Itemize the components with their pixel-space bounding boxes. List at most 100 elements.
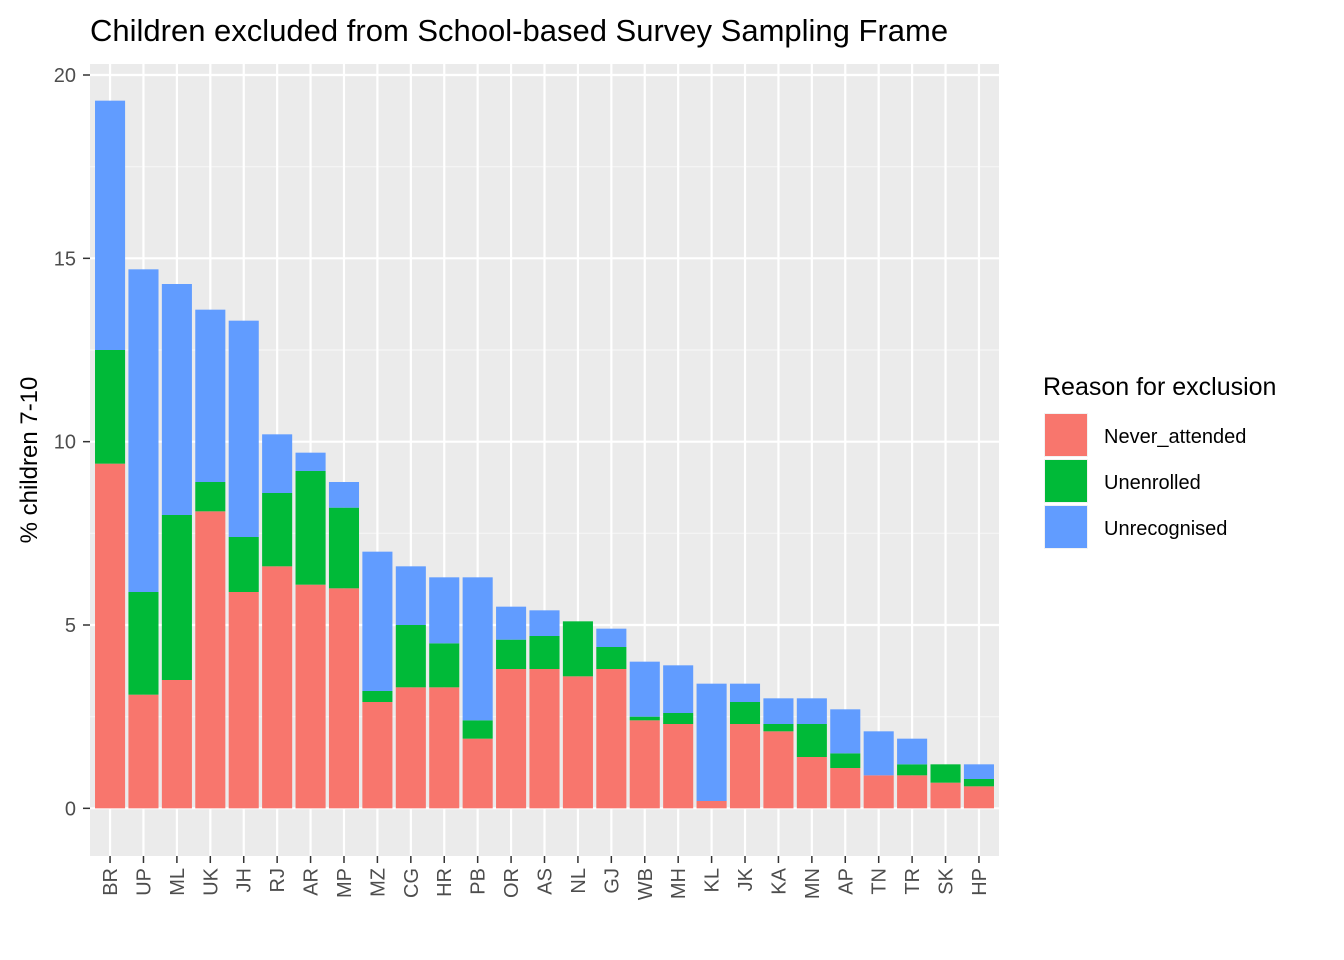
bar-UK-unenrolled bbox=[195, 482, 226, 512]
x-tick-label: UP bbox=[133, 868, 155, 896]
bar-KA-unrecognised bbox=[763, 698, 794, 724]
legend-label: Unenrolled bbox=[1104, 472, 1201, 494]
bar-CG-never-attended bbox=[395, 687, 426, 809]
x-tick-label: JH bbox=[234, 868, 256, 892]
bar-KA-unenrolled bbox=[763, 724, 794, 732]
bar-MP-never-attended bbox=[328, 588, 360, 809]
bar-MZ-unrecognised bbox=[362, 551, 393, 691]
bar-HR-unrecognised bbox=[429, 577, 460, 644]
x-tick-label: ML bbox=[167, 868, 189, 896]
bar-MP-unenrolled bbox=[328, 507, 360, 589]
x-tick-label: GJ bbox=[601, 868, 623, 894]
y-tick-label: 10 bbox=[54, 432, 76, 454]
y-tick-label: 5 bbox=[65, 615, 76, 637]
x-tick-label: MP bbox=[334, 868, 356, 898]
chart-title: Children excluded from School-based Surv… bbox=[90, 13, 948, 48]
bar-GJ-unenrolled bbox=[596, 647, 627, 669]
x-tick-label: AS bbox=[535, 868, 557, 895]
bar-AR-unenrolled bbox=[295, 471, 326, 585]
bar-HP-unenrolled bbox=[963, 779, 994, 787]
legend-items: Never_attended Unenrolled Unrecognised bbox=[1044, 413, 1246, 549]
x-tick-label: AR bbox=[301, 868, 323, 896]
bar-MH-never-attended bbox=[663, 724, 694, 809]
bar-SK-never-attended bbox=[930, 782, 961, 809]
x-tick-label: UK bbox=[200, 867, 222, 895]
bar-ML-never-attended bbox=[161, 680, 192, 809]
y-axis-label: % children 7-10 bbox=[16, 377, 43, 544]
bar-AS-never-attended bbox=[529, 669, 560, 809]
x-tick-label: MH bbox=[668, 868, 690, 899]
bar-TN-never-attended bbox=[863, 775, 894, 809]
bar-UK-unrecognised bbox=[195, 309, 226, 482]
x-tick-label: TR bbox=[902, 868, 924, 895]
x-tick-label: AP bbox=[835, 868, 857, 895]
x-tick-label: PB bbox=[468, 868, 490, 895]
bar-UP-unenrolled bbox=[128, 592, 159, 695]
x-tick-label: NL bbox=[568, 868, 590, 894]
bar-JH-never-attended bbox=[228, 592, 259, 809]
bar-UP-never-attended bbox=[128, 694, 159, 809]
bar-AS-unrecognised bbox=[529, 610, 560, 636]
bar-HP-unrecognised bbox=[963, 764, 994, 779]
x-tick-label: BR bbox=[100, 868, 122, 896]
bar-RJ-never-attended bbox=[262, 566, 293, 809]
bar-ML-unrecognised bbox=[161, 284, 192, 515]
bar-OR-unrecognised bbox=[496, 606, 527, 640]
bar-MH-unrecognised bbox=[663, 665, 694, 713]
x-tick-label: WB bbox=[635, 868, 657, 900]
bar-KL-unrecognised bbox=[696, 683, 727, 801]
bar-AR-unrecognised bbox=[295, 452, 326, 471]
legend-title: Reason for exclusion bbox=[1043, 373, 1276, 401]
x-tick-label: HR bbox=[434, 868, 456, 897]
legend-key-unenrolled bbox=[1045, 460, 1087, 502]
bar-CG-unenrolled bbox=[395, 625, 426, 688]
bar-MN-unrecognised bbox=[796, 698, 827, 724]
bar-JK-unenrolled bbox=[729, 702, 761, 724]
bar-KL-never-attended bbox=[696, 801, 727, 809]
bar-SK-unenrolled bbox=[930, 764, 961, 783]
bar-GJ-unrecognised bbox=[596, 628, 627, 647]
x-tick-label: HP bbox=[969, 868, 991, 896]
bar-MZ-never-attended bbox=[362, 702, 393, 809]
x-tick-label: JK bbox=[735, 867, 757, 891]
x-tick-label: CG bbox=[401, 868, 423, 898]
legend-label: Unrecognised bbox=[1104, 518, 1227, 540]
bar-PB-never-attended bbox=[462, 738, 493, 809]
bar-MN-unenrolled bbox=[796, 724, 827, 757]
bar-JK-never-attended bbox=[729, 724, 761, 809]
x-tick-label: OR bbox=[501, 868, 523, 898]
y-tick-label: 20 bbox=[54, 65, 76, 87]
x-tick-label: RJ bbox=[267, 868, 289, 892]
y-axis: 0 5 10 15 20 bbox=[54, 65, 90, 820]
bar-KA-never-attended bbox=[763, 731, 794, 809]
bar-NL-unenrolled bbox=[562, 621, 593, 677]
bar-RJ-unrecognised bbox=[262, 434, 293, 493]
legend-key-never-attended bbox=[1045, 414, 1087, 456]
bar-OR-unenrolled bbox=[496, 639, 527, 669]
y-tick-label: 15 bbox=[54, 248, 76, 270]
bar-CG-unrecognised bbox=[395, 566, 426, 625]
x-tick-label: SK bbox=[936, 867, 958, 894]
bar-PB-unrecognised bbox=[462, 577, 493, 721]
x-tick-label: TN bbox=[869, 868, 891, 895]
bar-UP-unrecognised bbox=[128, 269, 159, 592]
bar-AP-never-attended bbox=[830, 768, 861, 809]
bar-JK-unrecognised bbox=[729, 683, 761, 702]
bars bbox=[95, 100, 994, 809]
x-tick-label: MZ bbox=[367, 868, 389, 897]
bar-MP-unrecognised bbox=[328, 482, 360, 508]
x-axis: BR UP ML UK JH RJ AR MP MZ CG HR PB OR AS NL GJ WB MH KL JK… bbox=[100, 856, 991, 900]
legend: Reason for exclusion Never_attended Unenr… bbox=[1043, 373, 1276, 549]
y-tick-label: 0 bbox=[65, 798, 76, 820]
bar-HR-never-attended bbox=[429, 687, 460, 809]
bar-BR-never-attended bbox=[95, 463, 126, 809]
bar-GJ-never-attended bbox=[596, 669, 627, 809]
legend-label: Never_attended bbox=[1104, 426, 1246, 448]
bar-WB-unrecognised bbox=[629, 661, 660, 717]
bar-JH-unenrolled bbox=[228, 537, 259, 592]
legend-key-unrecognised bbox=[1045, 506, 1087, 548]
bar-AP-unenrolled bbox=[830, 753, 861, 768]
x-tick-label: KA bbox=[768, 867, 790, 894]
bar-TR-never-attended bbox=[897, 775, 928, 809]
bar-JH-unrecognised bbox=[228, 320, 259, 537]
